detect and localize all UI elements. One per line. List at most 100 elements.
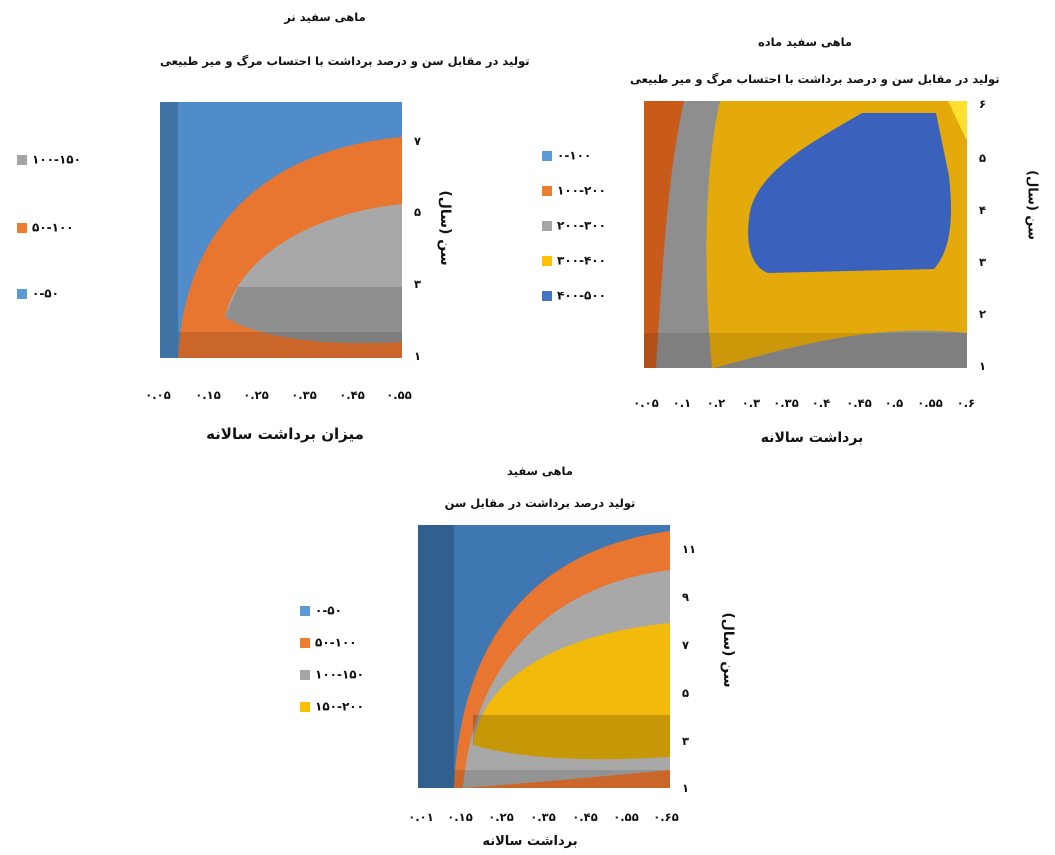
legend-label: ۵۰-۱۰۰ — [32, 220, 74, 235]
y-tick: ۵ — [979, 151, 987, 165]
y-axis-label: سن (سال) — [1024, 170, 1040, 240]
legend-label: ۲۰۰-۳۰۰ — [557, 218, 606, 233]
plot-area-combined — [418, 525, 670, 788]
legend-item: ۴۰۰-۵۰۰ — [542, 288, 606, 303]
legend-swatch — [300, 701, 310, 712]
band-200-300-bottom — [714, 330, 967, 368]
legend-swatch — [17, 222, 27, 233]
x-tick: ۰.۲ — [706, 396, 726, 410]
chart-title: ماهی سفید نر — [284, 10, 366, 24]
chart-subtitle: تولید در مقابل سن و درصد برداشت با احتسا… — [630, 72, 1000, 86]
legend-item: ۰-۵۰ — [17, 286, 59, 301]
band-yellow-top-right — [948, 101, 967, 141]
x-tick: ۰.۵۵ — [386, 388, 412, 402]
y-tick: ۳ — [979, 255, 987, 269]
x-tick: ۰.۰۵ — [145, 388, 171, 402]
y-axis-label: سن (سال) — [437, 190, 453, 266]
shade-bottom — [178, 332, 402, 358]
legend-swatch — [300, 637, 310, 648]
y-tick: ۱ — [682, 781, 690, 795]
x-tick: ۰.۳۵ — [773, 396, 799, 410]
legend-swatch — [300, 605, 310, 616]
legend-item: ۲۰۰-۳۰۰ — [542, 218, 606, 233]
x-tick: ۰.۴۵ — [339, 388, 365, 402]
y-tick: ۵ — [682, 686, 690, 700]
shade-left — [418, 525, 454, 788]
legend-label: ۴۰۰-۵۰۰ — [557, 288, 606, 303]
x-tick: ۰.۰۵ — [633, 396, 659, 410]
legend-item: ۱۵۰-۲۰۰ — [300, 699, 364, 714]
legend-swatch — [542, 290, 552, 301]
shade-bottom — [644, 333, 967, 368]
y-tick: ۱ — [414, 349, 422, 363]
legend-label: ۰-۵۰ — [315, 603, 342, 618]
legend-swatch — [17, 288, 27, 299]
x-tick: ۰.۲۵ — [243, 388, 269, 402]
x-tick: ۰.۳ — [741, 396, 761, 410]
y-tick: ۴ — [979, 203, 987, 217]
legend-label: ۳۰۰-۴۰۰ — [557, 253, 606, 268]
y-tick: ۳ — [414, 277, 422, 291]
plot-area-female — [644, 101, 967, 368]
legend-label: ۰-۱۰۰ — [557, 148, 592, 163]
y-tick: ۷ — [414, 134, 422, 148]
x-tick: ۰.۴۵ — [846, 396, 872, 410]
x-tick: ۰.۰۱ — [408, 810, 434, 824]
band-100-200 — [644, 101, 684, 368]
x-axis-label: برداشت سالانه — [482, 834, 578, 849]
x-tick: ۰.۶۵ — [653, 810, 679, 824]
x-tick: ۰.۵۵ — [917, 396, 943, 410]
y-tick: ۱ — [979, 359, 987, 373]
x-tick: ۰.۱۵ — [447, 810, 473, 824]
shade-left — [160, 102, 178, 358]
x-tick: ۰.۴ — [811, 396, 831, 410]
shade-dark — [225, 287, 402, 344]
legend-label: ۱۵۰-۲۰۰ — [315, 699, 364, 714]
legend-swatch — [542, 150, 552, 161]
band-100-150 — [225, 204, 402, 344]
legend-item: ۱۰۰-۱۵۰ — [17, 152, 81, 167]
legend-label: ۱۰۰-۲۰۰ — [557, 183, 606, 198]
y-axis-label: سن (سال) — [720, 612, 736, 688]
legend-item: ۵۰-۱۰۰ — [17, 220, 74, 235]
legend-label: ۰-۵۰ — [32, 286, 59, 301]
chart-subtitle: تولید درصد برداشت در مقابل سن — [444, 496, 636, 510]
y-tick: ۵ — [414, 205, 422, 219]
y-tick: ۲ — [979, 307, 987, 321]
chart-title: ماهی سفید ماده — [757, 35, 853, 49]
y-tick: ۶ — [979, 97, 987, 111]
legend-swatch — [300, 669, 310, 680]
chart-subtitle: تولید در مقابل سن و درصد برداشت با احتسا… — [160, 54, 530, 68]
band-150-200 — [473, 623, 670, 760]
legend-item: ۰-۵۰ — [300, 603, 342, 618]
legend-item: ۱۰۰-۲۰۰ — [542, 183, 606, 198]
band-400-500 — [748, 113, 952, 273]
legend-swatch — [542, 255, 552, 266]
legend-label: ۱۰۰-۱۵۰ — [315, 667, 364, 682]
x-axis-label: برداشت سالانه — [760, 430, 864, 446]
x-tick: ۰.۱۵ — [195, 388, 221, 402]
x-tick: ۰.۳۵ — [291, 388, 317, 402]
x-axis-label: میزان برداشت سالانه — [206, 425, 364, 443]
x-tick: ۰.۴۵ — [572, 810, 598, 824]
legend-item: ۰-۱۰۰ — [542, 148, 591, 163]
plot-area-male — [160, 102, 402, 358]
y-tick: ۳ — [682, 734, 690, 748]
y-tick: ۱۱ — [682, 542, 697, 556]
x-tick: ۰.۳۵ — [530, 810, 556, 824]
shade-dark — [473, 715, 670, 760]
legend-item: ۱۰۰-۱۵۰ — [300, 667, 364, 682]
legend-item: ۳۰۰-۴۰۰ — [542, 253, 606, 268]
x-tick: ۰.۶ — [956, 396, 976, 410]
legend-swatch — [17, 154, 27, 165]
legend-label: ۵۰-۱۰۰ — [315, 635, 357, 650]
x-tick: ۰.۱ — [672, 396, 692, 410]
y-tick: ۷ — [682, 638, 690, 652]
x-tick: ۰.۵ — [884, 396, 904, 410]
legend-label: ۱۰۰-۱۵۰ — [32, 152, 81, 167]
chart-title: ماهی سفید — [507, 464, 573, 478]
legend-swatch — [542, 185, 552, 196]
x-tick: ۰.۲۵ — [488, 810, 514, 824]
legend-item: ۵۰-۱۰۰ — [300, 635, 357, 650]
y-tick: ۹ — [682, 590, 690, 604]
